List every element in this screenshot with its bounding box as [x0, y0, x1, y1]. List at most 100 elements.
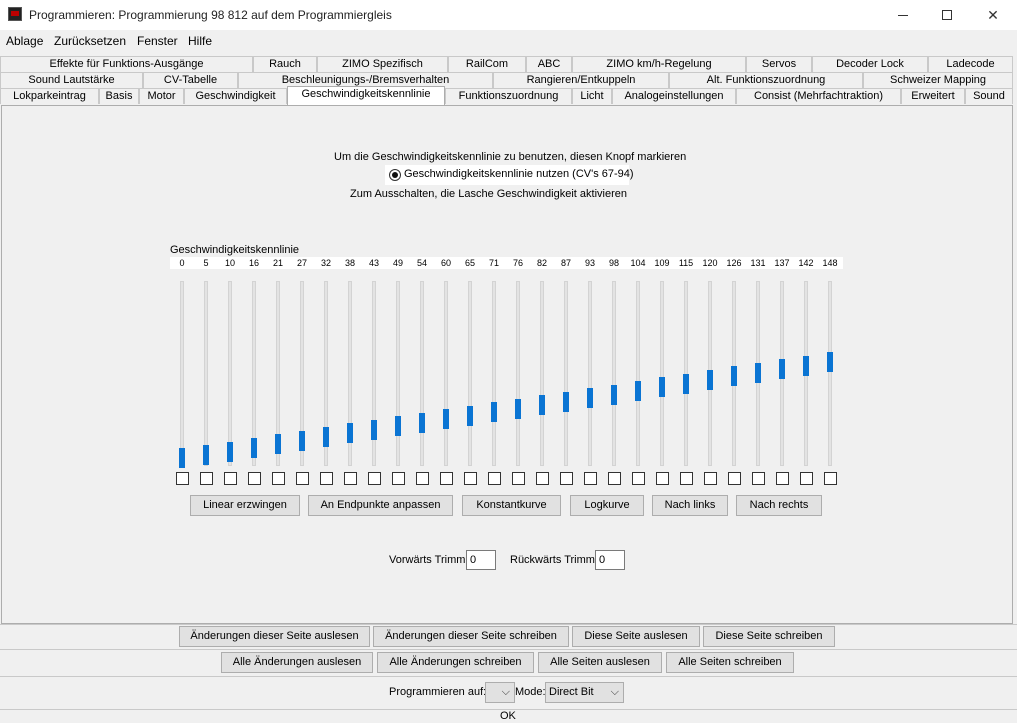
speed-step-thumb[interactable] — [467, 405, 473, 426]
tab-consist[interactable]: Consist (Mehrfachtraktion) — [736, 88, 901, 104]
reverse-trim-input[interactable]: 0 — [595, 550, 625, 570]
speed-step-thumb[interactable] — [563, 391, 569, 412]
speed-step-checkbox[interactable] — [296, 472, 309, 485]
tab-licht[interactable]: Licht — [572, 88, 612, 104]
speed-step-checkbox[interactable] — [200, 472, 213, 485]
speed-step-slider[interactable] — [372, 281, 376, 466]
speed-step-checkbox[interactable] — [488, 472, 501, 485]
speed-step-thumb[interactable] — [323, 427, 329, 448]
use-speed-table-option[interactable]: Geschwindigkeitskennlinie nutzen (CV's 6… — [385, 165, 634, 185]
log-curve-button[interactable]: Logkurve — [570, 495, 644, 516]
speed-step-slider[interactable] — [492, 281, 496, 466]
linear-button[interactable]: Linear erzwingen — [190, 495, 300, 516]
menu-zuruecksetzen[interactable]: Zurücksetzen — [54, 34, 127, 48]
speed-step-checkbox[interactable] — [536, 472, 549, 485]
tab-abc[interactable]: ABC — [526, 56, 572, 72]
read-all-pages-button[interactable]: Alle Seiten auslesen — [538, 652, 662, 673]
speed-step-slider[interactable] — [204, 281, 208, 466]
tab-rauch[interactable]: Rauch — [253, 56, 317, 72]
speed-step-thumb[interactable] — [539, 394, 545, 415]
tab-schweizer-mapping[interactable]: Schweizer Mapping — [863, 72, 1013, 88]
speed-step-slider[interactable] — [420, 281, 424, 466]
speed-step-checkbox[interactable] — [440, 472, 453, 485]
tab-beschleunigung[interactable]: Beschleunigungs-/Bremsverhalten — [238, 72, 493, 88]
speed-step-slider[interactable] — [540, 281, 544, 466]
speed-step-thumb[interactable] — [443, 409, 449, 430]
tab-lokparkeintrag[interactable]: Lokparkeintrag — [0, 88, 99, 104]
speed-step-thumb[interactable] — [227, 441, 233, 462]
speed-step-slider[interactable] — [660, 281, 664, 466]
tab-ladecode[interactable]: Ladecode — [928, 56, 1013, 72]
tab-cv-tabelle[interactable]: CV-Tabelle — [143, 72, 238, 88]
tab-rangieren[interactable]: Rangieren/Entkuppeln — [493, 72, 669, 88]
tab-sound-lautstaerke[interactable]: Sound Lautstärke — [0, 72, 143, 88]
speed-step-slider[interactable] — [276, 281, 280, 466]
speed-step-checkbox[interactable] — [368, 472, 381, 485]
tab-alt-funktionszuordnung[interactable]: Alt. Funktionszuordnung — [669, 72, 863, 88]
speed-step-slider[interactable] — [684, 281, 688, 466]
speed-step-thumb[interactable] — [707, 370, 713, 391]
speed-step-checkbox[interactable] — [224, 472, 237, 485]
speed-step-thumb[interactable] — [347, 423, 353, 444]
speed-step-thumb[interactable] — [587, 387, 593, 408]
speed-step-thumb[interactable] — [515, 398, 521, 419]
speed-step-thumb[interactable] — [731, 366, 737, 387]
speed-step-slider[interactable] — [828, 281, 832, 466]
speed-step-checkbox[interactable] — [320, 472, 333, 485]
shift-right-button[interactable]: Nach rechts — [736, 495, 822, 516]
speed-step-thumb[interactable] — [395, 416, 401, 437]
speed-step-thumb[interactable] — [275, 434, 281, 455]
speed-step-checkbox[interactable] — [560, 472, 573, 485]
speed-step-slider[interactable] — [516, 281, 520, 466]
constant-curve-button[interactable]: Konstantkurve — [462, 495, 561, 516]
speed-step-checkbox[interactable] — [608, 472, 621, 485]
speed-step-thumb[interactable] — [827, 352, 833, 373]
speed-step-checkbox[interactable] — [800, 472, 813, 485]
speed-step-checkbox[interactable] — [512, 472, 525, 485]
speed-step-thumb[interactable] — [179, 448, 185, 468]
tab-analogeinstellungen[interactable]: Analogeinstellungen — [612, 88, 736, 104]
speed-step-thumb[interactable] — [683, 373, 689, 394]
speed-step-checkbox[interactable] — [584, 472, 597, 485]
speed-step-slider[interactable] — [564, 281, 568, 466]
menu-ablage[interactable]: Ablage — [6, 34, 44, 48]
speed-step-thumb[interactable] — [659, 377, 665, 398]
speed-step-slider[interactable] — [636, 281, 640, 466]
tab-erweitert[interactable]: Erweitert — [901, 88, 965, 104]
speed-step-checkbox[interactable] — [272, 472, 285, 485]
write-all-changes-button[interactable]: Alle Änderungen schreiben — [377, 652, 534, 673]
tab-geschwindigkeitskennlinie[interactable]: Geschwindigkeitskennlinie — [287, 86, 445, 105]
speed-step-checkbox[interactable] — [248, 472, 261, 485]
read-all-changes-button[interactable]: Alle Änderungen auslesen — [221, 652, 373, 673]
ok-button[interactable]: OK — [500, 710, 516, 722]
tab-decoder-lock[interactable]: Decoder Lock — [812, 56, 928, 72]
use-speed-table-radio[interactable] — [389, 169, 401, 181]
tab-motor[interactable]: Motor — [139, 88, 184, 104]
tab-geschwindigkeit[interactable]: Geschwindigkeit — [184, 88, 287, 104]
write-page-button[interactable]: Diese Seite schreiben — [703, 626, 835, 647]
speed-step-thumb[interactable] — [371, 420, 377, 441]
speed-step-thumb[interactable] — [755, 363, 761, 384]
speed-step-thumb[interactable] — [635, 380, 641, 401]
shift-left-button[interactable]: Nach links — [652, 495, 728, 516]
speed-step-checkbox[interactable] — [776, 472, 789, 485]
speed-step-slider[interactable] — [300, 281, 304, 466]
tab-funktionszuordnung[interactable]: Funktionszuordnung — [445, 88, 572, 104]
maximize-button[interactable] — [924, 0, 970, 30]
tab-railcom[interactable]: RailCom — [448, 56, 526, 72]
speed-step-slider[interactable] — [588, 281, 592, 466]
speed-step-slider[interactable] — [468, 281, 472, 466]
speed-step-slider[interactable] — [348, 281, 352, 466]
minimize-button[interactable] — [880, 0, 926, 30]
tab-basis[interactable]: Basis — [99, 88, 139, 104]
speed-step-checkbox[interactable] — [344, 472, 357, 485]
speed-step-thumb[interactable] — [779, 359, 785, 380]
menu-fenster[interactable]: Fenster — [137, 34, 178, 48]
speed-step-checkbox[interactable] — [176, 472, 189, 485]
tab-servos[interactable]: Servos — [746, 56, 812, 72]
fit-endpoints-button[interactable]: An Endpunkte anpassen — [308, 495, 453, 516]
speed-step-checkbox[interactable] — [656, 472, 669, 485]
speed-step-thumb[interactable] — [419, 413, 425, 434]
speed-step-checkbox[interactable] — [632, 472, 645, 485]
write-all-pages-button[interactable]: Alle Seiten schreiben — [666, 652, 794, 673]
